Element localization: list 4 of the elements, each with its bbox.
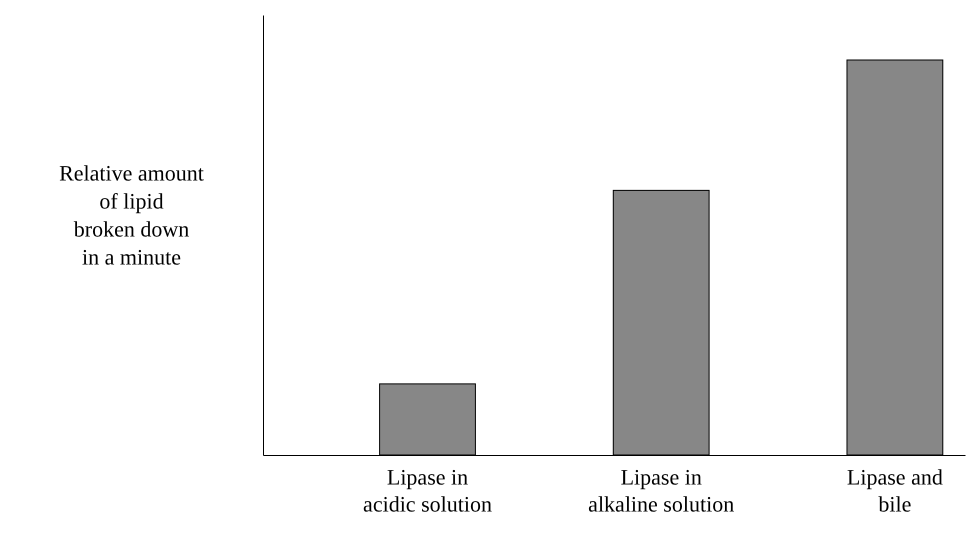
x-tick-label: Lipase in acidic solution bbox=[363, 464, 492, 516]
x-tick-label: Lipase and bile bbox=[846, 464, 943, 516]
y-axis-title: Relative amount of lipid broken down in a minute bbox=[59, 160, 204, 270]
x-tick-label: Lipase in alkaline solution bbox=[588, 464, 734, 516]
